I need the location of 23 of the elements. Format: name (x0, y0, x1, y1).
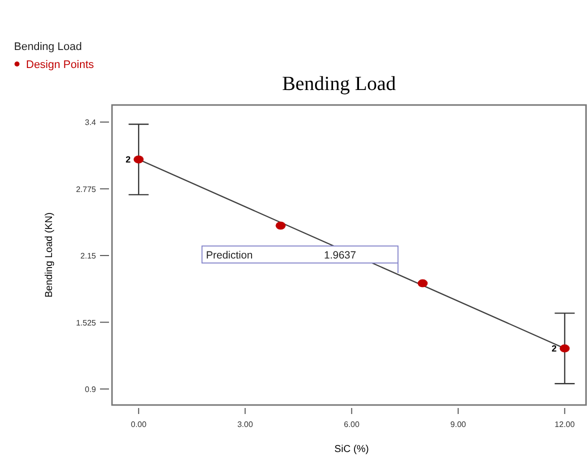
annotation: 2 (552, 343, 557, 354)
chart-subtitle: Bending Load (14, 41, 82, 53)
y-axis-title: Bending Load (KN) (44, 212, 55, 298)
x-tick-label: 0.00 (130, 420, 147, 429)
y-tick-label: 2.15 (80, 252, 97, 261)
point (418, 279, 428, 288)
x-tick-label: 3.00 (237, 420, 254, 429)
legend-label: Design Points (26, 59, 94, 71)
point (276, 222, 286, 230)
x-tick-label: 6.00 (344, 420, 360, 429)
point (134, 155, 144, 164)
y-tick-label: 0.9 (84, 384, 97, 394)
chart-title: Bending Load (282, 73, 396, 95)
point (560, 344, 570, 352)
annotation: Prediction (206, 250, 253, 262)
x-tick-label: 9.00 (450, 420, 467, 429)
annotation: 1.9637 (324, 250, 356, 262)
x-tick-label: 12.00 (554, 420, 576, 429)
annotation: 2 (126, 154, 131, 164)
y-tick-label: 2.775 (76, 184, 97, 194)
y-tick-label: 1.525 (76, 318, 97, 328)
y-tick-label: 3.4 (84, 118, 97, 128)
x-axis-title: SiC (%) (334, 444, 369, 455)
